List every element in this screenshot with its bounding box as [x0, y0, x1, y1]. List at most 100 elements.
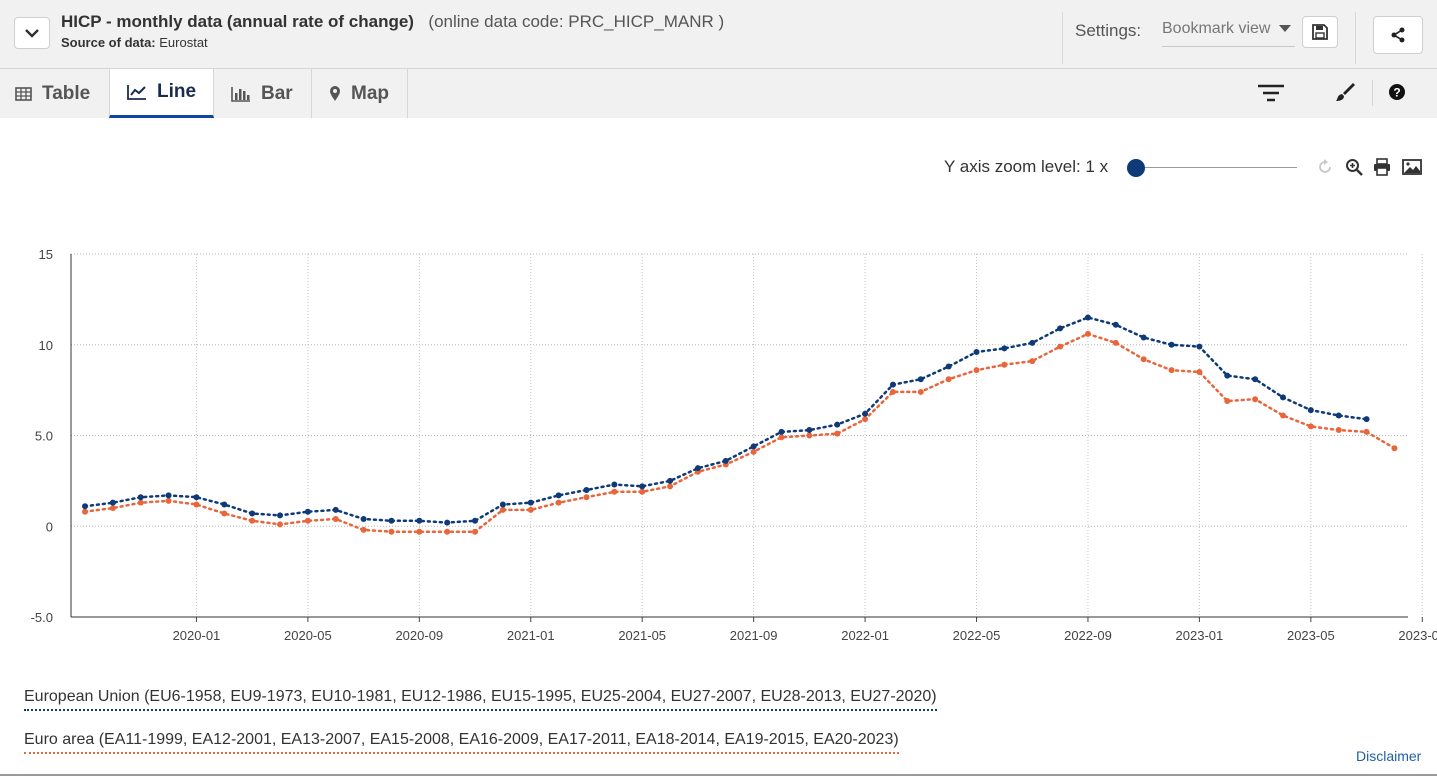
- euro-area-series-point: [1307, 423, 1314, 430]
- eu-series-point: [444, 519, 451, 526]
- tab-label: Bar: [261, 82, 293, 104]
- tab-line[interactable]: Line: [109, 69, 214, 118]
- euro-area-series-point: [806, 432, 813, 439]
- y-tick-label: 15: [39, 247, 53, 262]
- zoom-slider-handle[interactable]: [1127, 159, 1145, 177]
- euro-area-series-point: [1029, 358, 1036, 365]
- tab-label: Map: [351, 82, 389, 104]
- y-axis-zoom-label: Y axis zoom level: 1 x: [944, 157, 1109, 176]
- euro-area-series-point: [193, 501, 200, 508]
- source-label: Source of data:: [61, 35, 156, 50]
- eu-series-point: [360, 515, 367, 522]
- x-tick-label: 2020-01: [173, 628, 221, 643]
- eu-series-point: [555, 492, 562, 499]
- euro-area-series-point: [1252, 396, 1259, 403]
- euro-area-series-point: [1140, 356, 1147, 363]
- euro-area-series-point: [277, 521, 284, 528]
- legend-item-euro-area[interactable]: Euro area (EA11-1999, EA12-2001, EA13-20…: [24, 731, 899, 754]
- chevron-down-icon: [25, 29, 39, 38]
- divider: [1355, 12, 1356, 64]
- tab-label: Table: [42, 82, 91, 104]
- euro-area-series-line: [83, 332, 1396, 533]
- map-pin-icon: [329, 85, 341, 102]
- euro-area-series-point: [472, 528, 479, 535]
- x-tick-label: 2023-01: [1176, 628, 1224, 643]
- zoom-slider-track[interactable]: [1136, 167, 1297, 168]
- help-button[interactable]: ?: [1388, 83, 1406, 101]
- disclaimer-link[interactable]: Disclaimer: [1356, 748, 1422, 764]
- eu-series-line: [83, 316, 1368, 524]
- divider: [0, 774, 1437, 776]
- x-tick-label: 2023-05: [1287, 628, 1335, 643]
- bookmark-view-value: Bookmark view: [1162, 20, 1271, 37]
- reset-zoom-button[interactable]: [1314, 157, 1336, 177]
- euro-area-series-point: [1168, 367, 1175, 374]
- y-tick-label: 10: [39, 338, 53, 353]
- tab-table[interactable]: Table: [0, 69, 109, 118]
- bookmark-view-select[interactable]: Bookmark view: [1162, 20, 1295, 47]
- collapse-button[interactable]: [14, 17, 50, 49]
- page-title: HICP - monthly data (annual rate of chan…: [61, 12, 414, 31]
- euro-area-series-point: [165, 497, 172, 504]
- y-tick-label: -5.0: [31, 610, 53, 625]
- euro-area-series-point: [388, 528, 395, 535]
- x-tick-label: 2022-09: [1064, 628, 1112, 643]
- download-image-button[interactable]: [1401, 157, 1423, 177]
- euro-area-series-point: [1196, 368, 1203, 375]
- eu-series-point: [221, 501, 228, 508]
- print-button[interactable]: [1371, 157, 1393, 177]
- eu-series-point: [583, 486, 590, 493]
- euro-area-series-point: [82, 508, 88, 515]
- euro-area-series-point: [221, 510, 228, 517]
- eu-series-point: [1084, 314, 1091, 321]
- eu-series-point: [1224, 372, 1231, 379]
- share-button[interactable]: [1373, 16, 1423, 54]
- line-chart-icon: [127, 84, 147, 100]
- settings-label: Settings:: [1075, 21, 1142, 40]
- euro-area-series-point: [1057, 343, 1064, 350]
- eu-series-point: [165, 492, 172, 499]
- euro-area-series-point: [1084, 330, 1091, 337]
- eu-series-point: [1057, 325, 1064, 332]
- save-bookmark-button[interactable]: [1302, 16, 1338, 48]
- reset-icon: [1319, 159, 1331, 173]
- eu-series-point: [388, 517, 395, 524]
- x-tick-label: 2020-09: [395, 628, 443, 643]
- line-chart: 15 10 5.0 0 -5.0 2020-01 2020-05 2020-09 2021-01…: [31, 247, 1437, 643]
- x-tick-label: 2021-05: [618, 628, 666, 643]
- eu-series-point: [917, 376, 924, 383]
- eu-series-point: [722, 457, 729, 464]
- eu-series-point: [973, 349, 980, 356]
- print-icon: [1374, 158, 1390, 176]
- eu-series-point: [1335, 412, 1342, 419]
- eu-series-point: [277, 512, 284, 519]
- page-header: HICP - monthly data (annual rate of chan…: [0, 0, 1437, 69]
- eu-series-point: [611, 481, 618, 488]
- euro-area-series-point: [527, 506, 534, 513]
- tab-bar[interactable]: Bar: [214, 69, 312, 118]
- svg-text:?: ?: [1393, 86, 1400, 100]
- bar-chart-icon: [231, 86, 251, 102]
- eu-series-point: [1363, 416, 1370, 423]
- eu-series-point: [889, 381, 896, 388]
- euro-area-series-point: [555, 499, 562, 506]
- eu-series-point: [1196, 343, 1203, 350]
- eu-series-point: [806, 427, 813, 434]
- floppy-disk-icon: [1312, 24, 1328, 40]
- style-button[interactable]: [1334, 81, 1356, 103]
- euro-area-series-point: [1363, 428, 1370, 435]
- euro-area-series-point: [778, 434, 785, 441]
- euro-area-series-point: [1335, 427, 1342, 434]
- eu-series-point: [834, 421, 841, 428]
- eu-series-point: [193, 494, 200, 501]
- x-tick-label: 2023-09: [1398, 628, 1437, 643]
- tab-label: Line: [157, 81, 197, 102]
- filter-button[interactable]: [1256, 83, 1286, 103]
- legend-item-eu[interactable]: European Union (EU6-1958, EU9-1973, EU10…: [24, 688, 937, 711]
- euro-area-series-point: [1112, 339, 1119, 346]
- tab-map[interactable]: Map: [312, 69, 408, 118]
- divider: [1372, 80, 1373, 106]
- eu-series-point: [304, 508, 311, 515]
- zoom-in-button[interactable]: [1343, 157, 1365, 177]
- x-tick-label: 2022-05: [953, 628, 1001, 643]
